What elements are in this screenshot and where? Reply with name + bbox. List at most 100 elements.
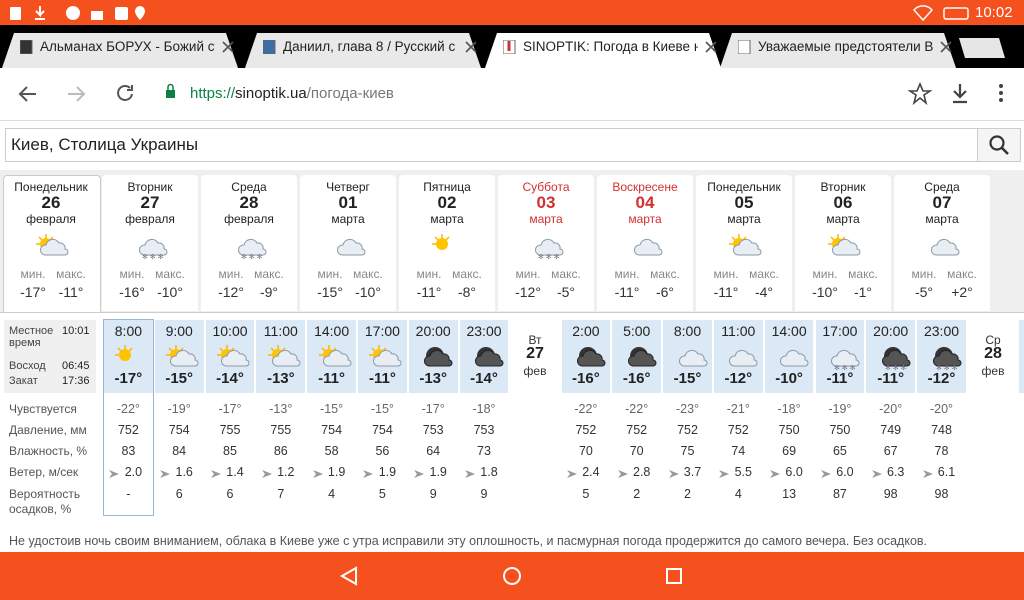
hour-temp: -16° (572, 370, 600, 387)
local-time: 10:01 (62, 325, 90, 337)
hour-feels: -20° (879, 402, 903, 416)
hour-precip: 98 (934, 487, 949, 501)
hour-feels: -20° (929, 402, 954, 416)
svg-text:✻ ✻ ✻: ✻ ✻ ✻ (538, 253, 560, 261)
wind-arrow (261, 470, 272, 478)
tab[interactable] (485, 31, 735, 68)
hour-wind: 3.7 (683, 465, 702, 479)
wind-arrow (363, 470, 374, 478)
hour-feels: -19° (828, 402, 852, 416)
min-label: мин. (812, 267, 838, 281)
hour-temp: -15° (673, 370, 702, 387)
hour-feels: -17° (421, 402, 445, 416)
hour-temp: -14° (470, 370, 498, 387)
hour-humidity: 67 (883, 444, 898, 458)
weather-icon (729, 349, 758, 367)
day-month: марта (727, 212, 761, 226)
day-weekday: Среда (924, 180, 960, 194)
forecast-note: Не удостоив ночь своим вниманием, облака… (9, 534, 928, 548)
hour-wind: 6.0 (836, 465, 854, 479)
weather-icon: ✻ ✻ ✻ (881, 347, 911, 372)
tab-close[interactable] (705, 41, 717, 53)
nav-buttons[interactable] (330, 562, 690, 590)
hour-wind: 1.8 (480, 465, 498, 479)
hour-temp: -11° (318, 370, 346, 387)
wind-arrow (922, 470, 933, 478)
hour-time: 9:00 (165, 323, 193, 339)
status-icons (10, 6, 145, 20)
hour-feels: -23° (675, 402, 700, 416)
day-month: марта (826, 212, 860, 226)
clock: 10:02 (975, 4, 1013, 21)
hour-precip: 13 (782, 487, 797, 501)
row-label: Влажность, % (9, 444, 88, 458)
tab[interactable] (720, 31, 970, 68)
tab-close[interactable] (940, 41, 952, 53)
day-date: 27 (140, 193, 160, 212)
day-month: марта (628, 212, 662, 226)
hour-pressure: 752 (727, 423, 749, 437)
min-temp: -10° (812, 284, 838, 300)
hour-pressure: 749 (880, 423, 902, 437)
row-label: Чувствуется (9, 402, 77, 416)
day-date: 06 (833, 193, 853, 212)
max-label: макс. (452, 267, 482, 281)
new-tab-button[interactable] (955, 36, 1007, 60)
search-button[interactable] (977, 128, 1021, 162)
row-label: Вероятность осадков, % (9, 487, 81, 516)
tab-title: SINOPTIK: Погода в Киеве н (523, 39, 698, 54)
hour-time: 17:00 (364, 323, 400, 339)
min-label: мин. (416, 267, 442, 281)
wind-arrow (160, 470, 171, 478)
hour-time: 11:00 (263, 323, 298, 339)
tab-close[interactable] (222, 41, 234, 53)
hour-feels: -19° (167, 402, 191, 416)
url[interactable]: https://sinoptik.ua/погода-киев (190, 85, 394, 102)
hour-humidity: 86 (273, 444, 288, 458)
hour-feels: -21° (726, 402, 750, 416)
sep-date: 27 (526, 345, 544, 362)
hour-pressure: 753 (422, 423, 444, 437)
hour-temp: -13° (266, 370, 295, 387)
hour-pressure: 754 (371, 423, 393, 437)
weather-icon (318, 345, 352, 367)
hour-precip: 5 (582, 487, 590, 501)
day-date: 03 (536, 193, 556, 212)
hour-pressure: 752 (117, 423, 139, 437)
hour-temp: -11° (877, 370, 905, 387)
hour-wind: 2.0 (124, 465, 143, 479)
tab[interactable] (2, 31, 252, 68)
hour-temp: -11° (368, 370, 396, 387)
max-temp: -8° (457, 284, 477, 300)
hour-precip: 7 (277, 487, 285, 501)
weather-icon (627, 347, 657, 367)
hour-precip: - (126, 487, 131, 501)
weather-icon (678, 349, 707, 367)
hour-precip: 4 (734, 487, 742, 501)
hour-humidity: 56 (375, 444, 390, 458)
tab-close[interactable] (465, 41, 477, 53)
weather-icon: ✻ ✻ ✻ (138, 238, 168, 261)
weather-icon: ✻ ✻ ✻ (932, 347, 961, 372)
wind-arrow (719, 470, 730, 478)
max-label: макс. (353, 267, 383, 281)
max-temp: +2° (951, 284, 973, 300)
min-label: мин. (20, 267, 46, 281)
hour-pressure: 755 (219, 423, 241, 437)
min-label: мин. (119, 267, 145, 281)
weather-icon (780, 349, 809, 367)
scroll-edge (1019, 320, 1024, 393)
status-bar (0, 0, 1024, 25)
hour-time: 10:00 (212, 323, 248, 339)
hour-humidity: 85 (223, 444, 237, 458)
sep-month: фев (523, 364, 547, 378)
day-month: февраля (26, 212, 76, 226)
divider (0, 312, 1024, 313)
sunrise: 06:45 (62, 360, 90, 372)
wind-arrow (871, 470, 882, 478)
wind-arrow (211, 470, 221, 478)
hour-wind: 1.2 (277, 465, 295, 479)
tab[interactable] (245, 31, 495, 68)
hour-pressure: 753 (473, 423, 495, 437)
